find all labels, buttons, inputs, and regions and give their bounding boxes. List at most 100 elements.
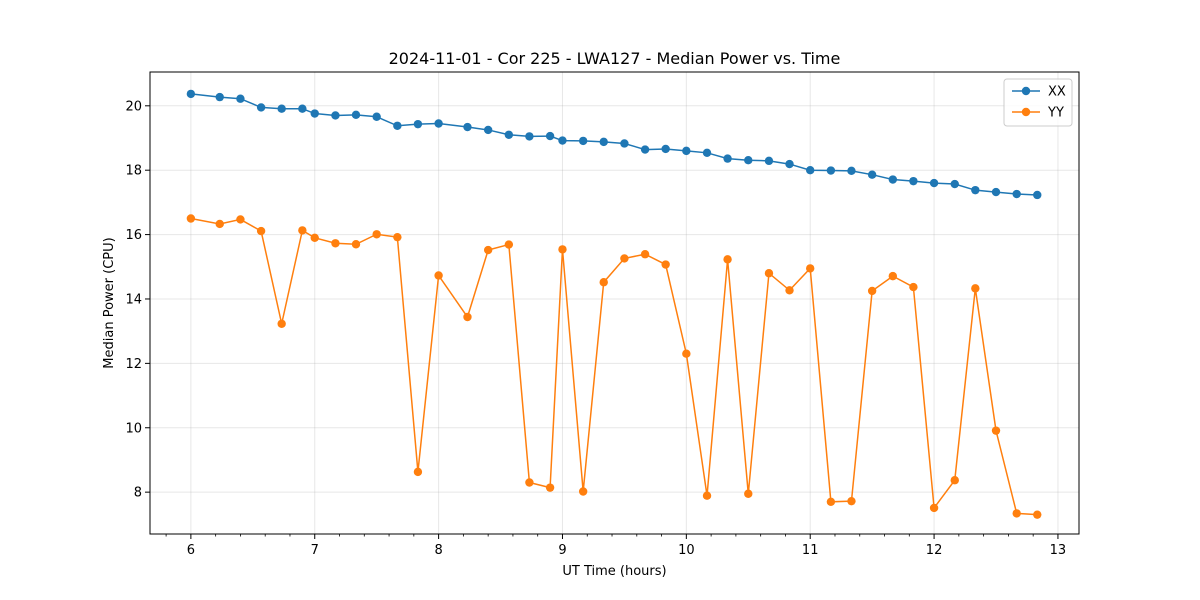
- data-point-xx: [256, 103, 266, 112]
- x-tick-label: 8: [434, 543, 442, 558]
- data-point-xx: [661, 144, 670, 154]
- data-point-xx: [723, 154, 732, 163]
- data-point-xx: [702, 148, 712, 158]
- data-point-yy: [1012, 509, 1021, 518]
- data-point-yy: [682, 349, 691, 358]
- data-point-xx: [1012, 189, 1021, 199]
- data-point-xx: [764, 156, 774, 166]
- data-point-xx: [525, 132, 534, 141]
- data-point-yy: [463, 312, 472, 322]
- data-point-yy: [888, 271, 898, 281]
- data-point-yy: [558, 245, 567, 254]
- data-point-xx: [504, 130, 514, 139]
- y-tick-label: 20: [125, 99, 142, 114]
- data-point-xx: [545, 131, 555, 141]
- series-line-yy: [190, 217, 1038, 516]
- data-point-xx: [847, 166, 856, 176]
- data-point-xx: [351, 110, 361, 120]
- data-point-xx: [909, 176, 918, 186]
- x-axis-label: UT Time (hours): [562, 564, 666, 579]
- data-point-yy: [351, 240, 361, 249]
- data-point-yy: [1033, 510, 1042, 519]
- data-point-yy: [620, 254, 629, 263]
- y-tick-label: 12: [125, 357, 142, 372]
- data-point-xx: [298, 104, 307, 113]
- data-point-yy: [298, 226, 307, 235]
- data-point-xx: [215, 92, 224, 102]
- data-point-xx: [277, 104, 286, 113]
- data-point-yy: [277, 319, 286, 328]
- series-layer: [186, 89, 1042, 519]
- data-point-yy: [545, 483, 555, 492]
- legend-marker: [1021, 107, 1031, 117]
- data-point-xx: [991, 187, 1001, 197]
- legend-label: XX: [1048, 85, 1066, 100]
- data-point-yy: [413, 467, 423, 477]
- data-point-yy: [785, 286, 794, 295]
- data-point-yy: [640, 250, 650, 259]
- data-point-xx: [785, 159, 794, 169]
- data-point-yy: [826, 497, 836, 507]
- legend-item-xx: XX: [1012, 85, 1066, 100]
- y-axis: 8 10 12 14 16 18 20: [125, 99, 150, 501]
- data-point-yy: [971, 284, 980, 293]
- data-point-xx: [888, 175, 898, 184]
- data-point-yy: [723, 255, 732, 264]
- data-point-yy: [331, 239, 340, 248]
- series-xx: [186, 89, 1042, 200]
- y-axis-label: Median Power (CPU): [102, 237, 117, 368]
- data-point-xx: [310, 109, 319, 118]
- x-tick-label: 9: [558, 543, 566, 558]
- data-point-yy: [393, 232, 402, 242]
- grid: [150, 72, 1079, 534]
- data-point-xx: [463, 122, 472, 132]
- chart-title: 2024-11-01 - Cor 225 - LWA127 - Median P…: [389, 49, 841, 68]
- legend-label: YY: [1047, 106, 1064, 121]
- data-point-xx: [393, 121, 402, 130]
- legend-item-yy: YY: [1012, 106, 1064, 121]
- x-tick-label: 13: [1050, 543, 1067, 558]
- data-point-yy: [215, 219, 224, 229]
- y-tick-label: 18: [125, 164, 142, 179]
- data-point-yy: [434, 271, 443, 280]
- data-point-xx: [744, 156, 753, 165]
- y-tick-label: 16: [125, 228, 142, 243]
- x-axis: 6 7 8 9 10 11 12 13: [165, 534, 1067, 558]
- x-tick-label: 12: [926, 543, 943, 558]
- data-point-xx: [558, 136, 567, 145]
- data-point-yy: [525, 478, 534, 487]
- data-point-xx: [578, 136, 588, 146]
- data-point-yy: [867, 286, 877, 296]
- data-point-xx: [434, 119, 443, 128]
- y-tick-label: 10: [125, 421, 142, 436]
- data-point-yy: [661, 260, 670, 269]
- data-point-yy: [744, 489, 753, 498]
- data-point-xx: [950, 179, 959, 189]
- data-point-xx: [620, 139, 629, 148]
- x-tick-label: 11: [802, 543, 819, 558]
- data-point-yy: [578, 487, 588, 496]
- legend: XX YY: [1003, 78, 1073, 127]
- data-point-yy: [256, 226, 266, 236]
- data-point-xx: [640, 145, 650, 154]
- data-point-xx: [413, 119, 423, 129]
- data-point-xx: [806, 165, 815, 175]
- legend-marker: [1021, 86, 1031, 96]
- data-point-yy: [806, 264, 815, 273]
- data-point-xx: [372, 112, 381, 121]
- data-point-yy: [236, 215, 245, 224]
- x-tick-label: 6: [187, 543, 195, 558]
- data-point-yy: [599, 278, 608, 287]
- data-point-xx: [826, 166, 836, 175]
- data-point-yy: [929, 503, 939, 513]
- y-tick-label: 8: [134, 486, 142, 501]
- data-point-yy: [847, 496, 856, 506]
- data-point-yy: [991, 426, 1001, 435]
- series-yy: [186, 214, 1042, 519]
- data-point-yy: [483, 245, 493, 255]
- data-point-xx: [236, 94, 245, 103]
- data-point-yy: [504, 240, 514, 249]
- data-point-xx: [599, 137, 608, 147]
- data-point-xx: [1033, 190, 1042, 200]
